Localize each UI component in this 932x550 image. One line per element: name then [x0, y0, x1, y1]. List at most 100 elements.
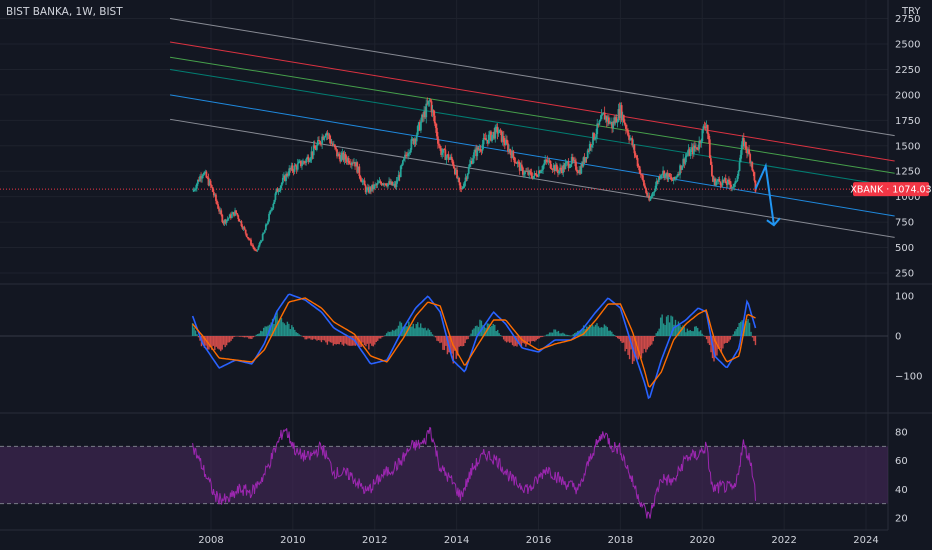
- macd-bar: [337, 336, 339, 344]
- macd-bar: [341, 336, 343, 345]
- candle-body: [224, 219, 227, 223]
- macd-bar: [400, 322, 403, 336]
- candle-body: [726, 179, 729, 185]
- candle-body: [253, 247, 256, 250]
- macd-bar: [574, 333, 576, 336]
- candle-body: [517, 161, 520, 163]
- candle-body: [616, 121, 619, 123]
- macd-bar: [745, 321, 748, 336]
- rsi-tick-label: 40: [895, 485, 908, 496]
- candle-body: [401, 160, 404, 165]
- candle-body: [578, 169, 581, 174]
- macd-bar: [569, 335, 572, 337]
- macd-bar: [260, 330, 262, 336]
- candle-body: [733, 183, 736, 187]
- candle-body: [731, 186, 734, 188]
- candle-body: [352, 162, 354, 164]
- macd-bar: [572, 334, 574, 336]
- price-axis[interactable]: 250 500 750 1000 1250 1500 1750 2000 2250 2500 275…: [895, 14, 920, 279]
- time-tick-label: 2010: [280, 535, 305, 546]
- candle-body: [342, 152, 345, 161]
- macd-bar: [742, 319, 745, 336]
- macd-bar: [325, 336, 327, 343]
- macd-bar: [497, 329, 499, 336]
- candle-body: [291, 165, 294, 171]
- macd-bar: [649, 336, 651, 346]
- candle-body: [426, 103, 429, 105]
- macd-bar: [723, 336, 726, 344]
- candle-body: [302, 161, 304, 165]
- time-axis[interactable]: 2008 2010 2012 2014 2016 2018 2020 2022 2024: [198, 535, 878, 546]
- candle-body: [535, 174, 538, 177]
- candle-body: [192, 189, 195, 192]
- candle-body: [665, 172, 668, 174]
- candle-body: [499, 129, 502, 131]
- macd-bar: [369, 336, 372, 344]
- candle-body: [600, 114, 603, 120]
- candle-body: [457, 177, 459, 179]
- macd-bar: [458, 336, 460, 347]
- candle-body: [398, 174, 401, 178]
- candle-body: [493, 131, 496, 139]
- candle-body: [506, 139, 508, 144]
- macd-bar: [228, 336, 231, 343]
- rsi-axis[interactable]: 20 40 60 80: [895, 428, 908, 525]
- candle-body: [209, 180, 212, 185]
- macd-bar: [751, 336, 754, 338]
- macd-axis[interactable]: 100 0 −100: [895, 292, 922, 383]
- candle-body: [434, 123, 437, 128]
- candle-body: [435, 127, 438, 137]
- macd-bar: [674, 319, 677, 336]
- candle-body: [638, 166, 641, 174]
- macd-bar: [508, 336, 511, 343]
- candle-body: [304, 162, 307, 163]
- candle-body: [239, 221, 242, 223]
- candle-body: [640, 174, 643, 176]
- macd-bar: [215, 336, 217, 347]
- candle-body: [254, 249, 257, 251]
- candle-body: [305, 159, 308, 163]
- candle-body: [451, 159, 454, 165]
- candle-body: [708, 139, 711, 159]
- candle-body: [424, 111, 427, 118]
- candle-body: [721, 179, 724, 186]
- macd-bar: [459, 336, 462, 347]
- macd-bar: [640, 336, 643, 359]
- macd-bar: [393, 330, 395, 336]
- macd-bar: [686, 328, 689, 336]
- candle-body: [670, 177, 673, 180]
- candle-body: [332, 144, 335, 146]
- candle-body: [599, 119, 602, 122]
- candle-body: [287, 175, 290, 177]
- candle-body: [264, 224, 267, 231]
- candle-body: [321, 136, 324, 144]
- candle-body: [390, 181, 393, 185]
- candle-body: [491, 134, 493, 141]
- candle-body: [356, 162, 359, 173]
- macd-bar: [380, 336, 382, 339]
- macd-tick-label: −100: [895, 372, 922, 383]
- macd-bar: [534, 336, 536, 342]
- candle-body: [536, 176, 539, 178]
- candle-body: [409, 149, 412, 153]
- time-tick-label: 2024: [853, 535, 878, 546]
- candle-body: [582, 157, 585, 167]
- macd-bar: [366, 336, 369, 344]
- macd-bar: [754, 336, 757, 346]
- macd-bar: [295, 332, 297, 336]
- projection-arrow[interactable]: [754, 162, 781, 227]
- macd-bar: [436, 336, 438, 341]
- macd-bar: [495, 331, 497, 336]
- candle-body: [241, 226, 244, 229]
- candle-body: [438, 143, 440, 146]
- macd-bar: [262, 327, 265, 336]
- candle-body: [281, 177, 284, 183]
- candle-body: [548, 160, 551, 162]
- macd-bar: [559, 333, 561, 336]
- macd-bar: [375, 336, 377, 343]
- macd-bar: [443, 336, 446, 351]
- macd-bar: [465, 336, 468, 340]
- candle-body: [555, 164, 558, 170]
- candle-body: [601, 114, 604, 115]
